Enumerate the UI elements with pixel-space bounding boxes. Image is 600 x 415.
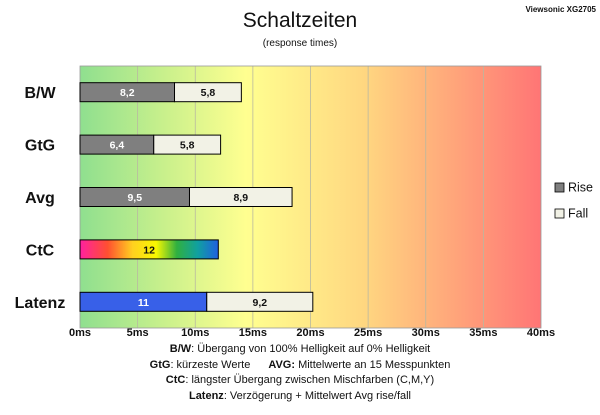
- bar-fall-label: 8,9: [233, 192, 248, 204]
- x-tick-label: 0ms: [69, 327, 91, 339]
- chart-title: Schaltzeiten: [243, 9, 357, 32]
- bar-fall: [153, 134, 222, 155]
- note-gtg-avg: GtG: kürzeste Werte AVG: Mittelwerte an 1…: [0, 358, 600, 374]
- x-tick-labels: 0ms 5ms 10ms 15ms 20ms 25ms 30ms 35ms 40ms: [69, 327, 555, 339]
- note-bw: B/W: Übergang von 100% Helligkeit auf 0%…: [0, 342, 600, 358]
- note-ctc: CtC: längster Übergang zwischen Mischfar…: [0, 373, 600, 389]
- category-label: GtG: [25, 138, 55, 155]
- chart-subtitle: (response times): [263, 38, 337, 49]
- note-bw-text: : Übergang von 100% Helligkeit auf 0% He…: [191, 343, 431, 355]
- bars: 8,2 5,8 6,4 5,8 9,5 8,9 12 11 9,2: [79, 82, 314, 312]
- bar-fall: [174, 82, 242, 103]
- legend-swatch-fall: [554, 208, 565, 219]
- note-latenz-key: Latenz: [188, 389, 224, 402]
- bar-rise-label: 9,5: [127, 192, 142, 204]
- x-tick-label: 10ms: [181, 327, 209, 339]
- brand-label: Viewsonic XG2705: [525, 5, 596, 14]
- bar-fall: [206, 291, 314, 312]
- bar-fall-label: 9,2: [252, 297, 267, 309]
- x-tick-label: 40ms: [527, 327, 555, 339]
- legend-swatch-rise: [554, 182, 565, 193]
- note-gtg-key: GtG: [149, 358, 171, 371]
- category-labels: B/W GtG Avg CtC Latenz: [15, 85, 66, 312]
- note-latenz-text: : Verzögerung + Mittelwert Avg rise/fall: [223, 389, 412, 402]
- bar-rise-label: 12: [143, 244, 155, 256]
- note-latenz: Latenz: Verzögerung + Mittelwert Avg ris…: [0, 389, 600, 405]
- category-label: Avg: [25, 190, 55, 207]
- chart-notes: B/W: Übergang von 100% Helligkeit auf 0%…: [0, 342, 600, 404]
- bar-fall-label: 5,8: [201, 87, 216, 99]
- x-tick-label: 35ms: [469, 327, 497, 339]
- note-bw-key: B/W: [169, 343, 192, 355]
- category-label: Latenz: [15, 295, 66, 312]
- bar-rise-label: 8,2: [120, 87, 135, 99]
- x-tick-label: 15ms: [239, 327, 267, 339]
- note-avg-key: AVG:: [268, 358, 296, 371]
- bar-fall: [188, 187, 293, 207]
- bar-rise: [79, 239, 219, 260]
- bar-rise-label: 11: [138, 297, 149, 309]
- x-tick-label: 25ms: [354, 327, 382, 339]
- x-tick-label: 20ms: [296, 327, 324, 339]
- bar-fall-label: 5,8: [180, 140, 195, 152]
- legend-label-rise: Rise: [568, 181, 593, 195]
- x-tick-label: 5ms: [127, 327, 149, 339]
- note-ctc-key: CtC: [165, 374, 186, 386]
- note-avg-text: Mittelwerte an 15 Messpunkten: [295, 358, 451, 371]
- bar-rise-label: 6,4: [110, 140, 125, 152]
- x-tick-label: 30ms: [412, 327, 440, 339]
- legend: Rise Fall: [554, 181, 593, 221]
- note-gtg-text: : kürzeste Werte: [170, 358, 251, 371]
- legend-label-fall: Fall: [568, 207, 588, 221]
- category-label: CtC: [26, 242, 55, 259]
- note-ctc-text: : längster Übergang zwischen Mischfarben…: [185, 374, 435, 386]
- category-label: B/W: [24, 85, 56, 102]
